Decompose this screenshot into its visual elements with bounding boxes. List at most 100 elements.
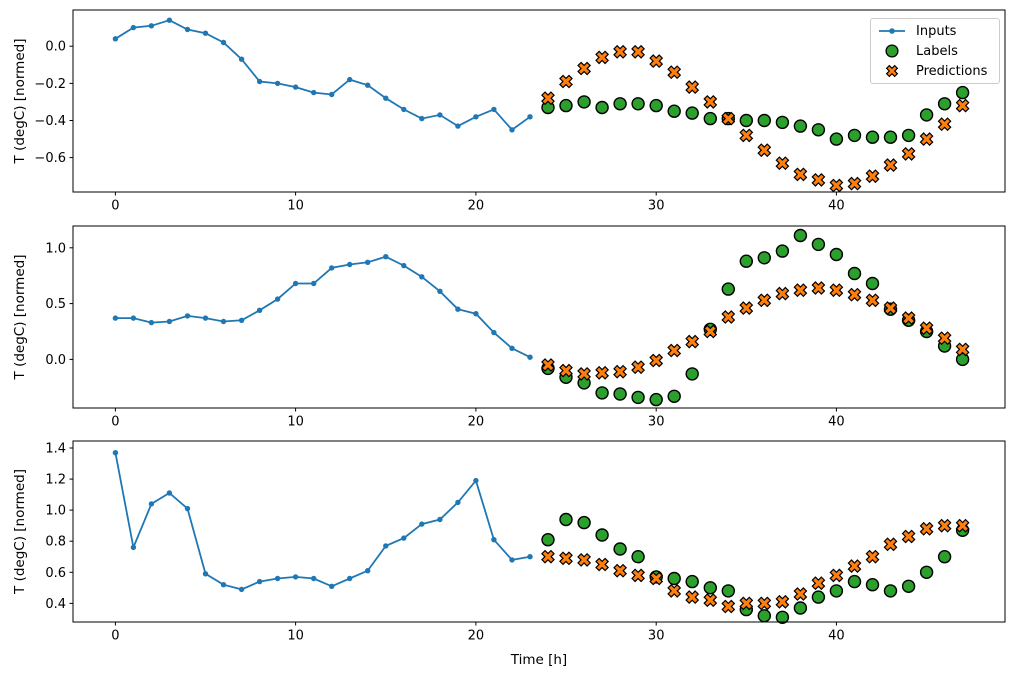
y-tick-label: −0.6 bbox=[34, 151, 66, 166]
inputs-point bbox=[437, 516, 443, 523]
subplot-1-labels-series bbox=[541, 85, 970, 146]
predictions-point bbox=[613, 364, 628, 379]
labels-point bbox=[865, 276, 880, 291]
y-tick-label: 1.0 bbox=[45, 241, 66, 256]
predictions-point bbox=[721, 599, 736, 614]
predictions-point bbox=[757, 293, 772, 308]
inputs-point bbox=[401, 262, 407, 269]
labels-point bbox=[937, 550, 952, 564]
inputs-point bbox=[401, 535, 407, 541]
predictions-point bbox=[775, 286, 790, 301]
predictions-point bbox=[595, 557, 610, 572]
inputs-line bbox=[114, 452, 531, 591]
y-tick-label: −0.2 bbox=[34, 77, 66, 92]
labels-point bbox=[595, 386, 609, 400]
inputs-point bbox=[509, 557, 515, 563]
inputs-point bbox=[112, 36, 119, 42]
subplot-2-y-axis-label: T (degC) [normed] bbox=[12, 255, 28, 381]
inputs-point bbox=[455, 306, 461, 312]
labels-point bbox=[829, 584, 844, 598]
labels-point bbox=[883, 584, 898, 598]
inputs-point bbox=[238, 586, 245, 593]
inputs-point bbox=[329, 265, 335, 271]
predictions-point bbox=[847, 176, 862, 191]
x-tick-label: 40 bbox=[828, 629, 845, 644]
labels-point bbox=[613, 542, 627, 556]
labels-point bbox=[703, 581, 717, 595]
x-tick-label: 30 bbox=[648, 415, 665, 430]
inputs-point bbox=[166, 17, 173, 23]
inputs-point bbox=[184, 505, 191, 512]
inputs-point bbox=[220, 39, 227, 46]
labels-point bbox=[829, 132, 844, 146]
predictions-point bbox=[667, 65, 682, 80]
predictions-point bbox=[631, 360, 646, 375]
inputs-point bbox=[329, 91, 335, 98]
labels-point bbox=[811, 237, 826, 252]
filled-circle-icon bbox=[885, 44, 899, 58]
inputs-point bbox=[509, 127, 515, 133]
inputs-point bbox=[311, 280, 317, 287]
inputs-point bbox=[112, 450, 119, 456]
x-tick-label: 20 bbox=[468, 629, 485, 644]
predictions-point bbox=[649, 54, 664, 69]
predictions-point bbox=[595, 365, 610, 380]
x-tick-label: 0 bbox=[111, 629, 119, 644]
labels-point bbox=[775, 115, 790, 130]
inputs-point bbox=[274, 575, 281, 582]
x-tick-label: 40 bbox=[828, 199, 845, 214]
predictions-point bbox=[721, 310, 736, 324]
subplot-1-axes-frame bbox=[72, 9, 1006, 193]
labels-point bbox=[757, 251, 771, 265]
x-tick-label: 20 bbox=[468, 415, 485, 430]
line-dot-icon bbox=[879, 28, 905, 34]
predictions-point bbox=[577, 61, 592, 76]
inputs-point bbox=[419, 521, 425, 527]
predictions-point bbox=[811, 281, 826, 295]
inputs-point bbox=[292, 574, 299, 580]
predictions-point bbox=[829, 283, 844, 298]
predictions-point bbox=[703, 324, 718, 339]
predictions-point bbox=[955, 518, 970, 533]
predictions-point bbox=[649, 353, 664, 368]
labels-point bbox=[667, 104, 681, 118]
inputs-point bbox=[184, 26, 191, 33]
inputs-point bbox=[491, 537, 497, 543]
inputs-point bbox=[166, 490, 173, 496]
labels-point bbox=[865, 578, 880, 592]
y-tick-label: 0.8 bbox=[45, 535, 66, 550]
inputs-point bbox=[347, 575, 353, 582]
labels-point bbox=[595, 528, 609, 542]
inputs-point bbox=[437, 112, 443, 118]
inputs-point bbox=[148, 501, 155, 507]
predictions-point bbox=[865, 293, 880, 308]
predictions-point bbox=[667, 583, 682, 598]
inputs-point bbox=[202, 30, 209, 36]
labels-point bbox=[793, 601, 808, 615]
inputs-point bbox=[184, 313, 191, 319]
y-tick-label: 1.2 bbox=[45, 473, 66, 488]
labels-point bbox=[739, 113, 753, 128]
inputs-point bbox=[437, 288, 443, 294]
inputs-point bbox=[202, 571, 209, 577]
inputs-point bbox=[130, 315, 137, 321]
labels-point bbox=[901, 579, 916, 593]
predictions-point bbox=[919, 132, 934, 147]
labels-point bbox=[829, 247, 844, 262]
subplot-1-y-axis-label: T (degC) [normed] bbox=[12, 39, 28, 165]
predictions-point bbox=[865, 169, 880, 184]
y-tick-label: 0.0 bbox=[45, 40, 66, 55]
inputs-point bbox=[274, 80, 281, 87]
inputs-point bbox=[256, 578, 263, 585]
legend-item-labels: Labels bbox=[877, 41, 993, 61]
labels-point bbox=[577, 515, 591, 530]
predictions-point bbox=[559, 74, 573, 89]
predictions-point bbox=[883, 301, 898, 316]
labels-point bbox=[541, 533, 555, 547]
x-tick-label: 10 bbox=[287, 629, 304, 644]
labels-point bbox=[649, 392, 663, 407]
labels-point bbox=[685, 367, 699, 381]
labels-point bbox=[667, 389, 681, 403]
predictions-point bbox=[757, 596, 772, 611]
